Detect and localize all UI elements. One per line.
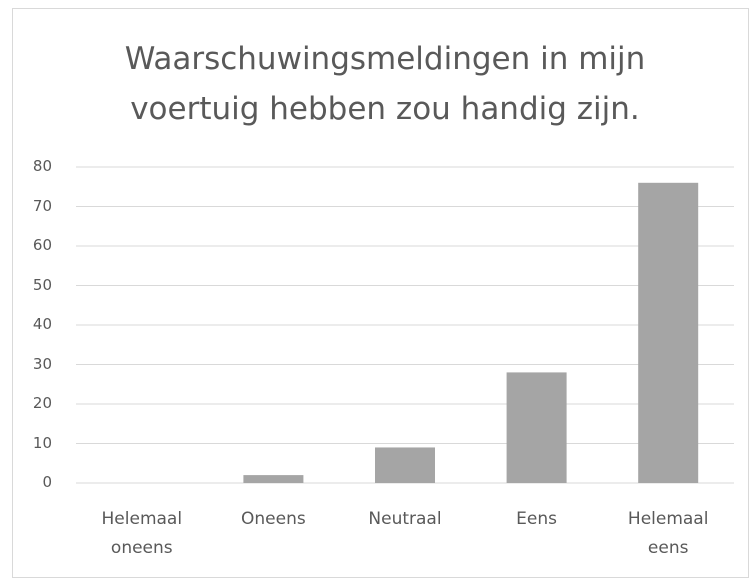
y-tick-label: 60 [32, 236, 52, 254]
x-tick-label: Helemaal oneens [101, 509, 183, 558]
y-tick-label: 20 [32, 394, 52, 412]
y-tick-label: 40 [32, 315, 52, 333]
bar [638, 182, 699, 484]
y-tick-label: 80 [32, 157, 52, 175]
x-tick-label: Neutraal [368, 509, 442, 529]
bar [375, 447, 435, 483]
y-tick-label: 30 [32, 354, 52, 373]
y-tick-label: 10 [32, 433, 52, 452]
y-tick-label: 70 [32, 196, 52, 215]
x-tick-label: Helemaal eens [627, 509, 709, 558]
y-tick-label: 0 [42, 473, 52, 491]
chart-title: Waarschuwingsmeldingen in mijn voertuig … [124, 41, 646, 127]
x-tick-label: Oneens [241, 509, 306, 529]
bar [506, 372, 567, 483]
bar [243, 475, 304, 483]
x-tick-label: Eens [516, 509, 558, 529]
y-tick-label: 50 [32, 275, 52, 294]
